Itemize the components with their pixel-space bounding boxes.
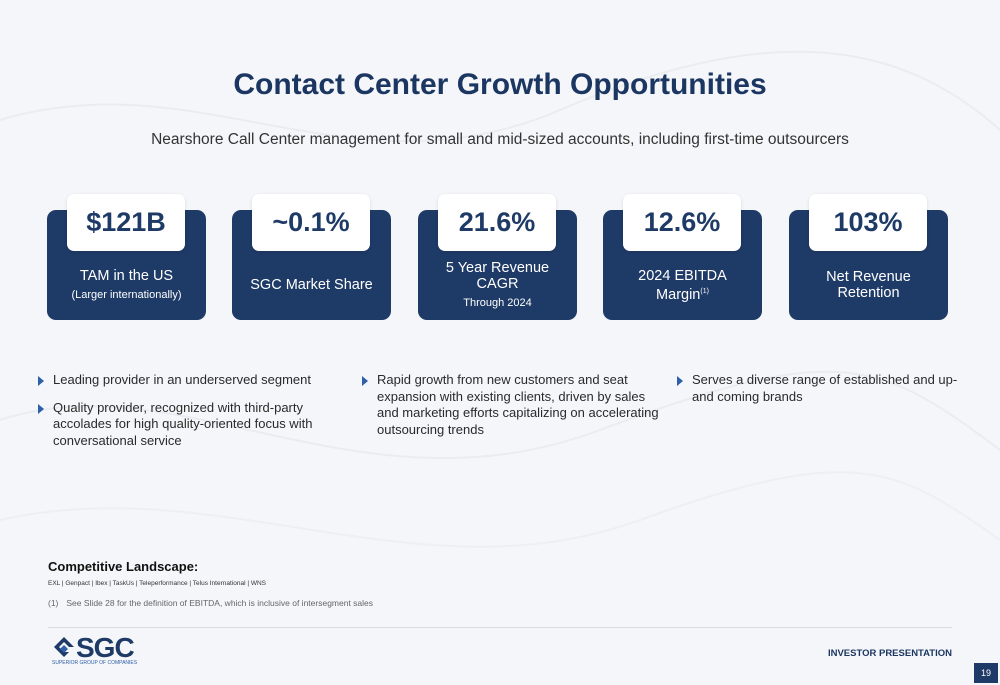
kpi-value: 12.6%: [623, 194, 741, 251]
kpi-label: TAM in the US: [79, 267, 174, 284]
bullet-text: Serves a diverse range of established an…: [692, 372, 958, 404]
page-title: Contact Center Growth Opportunities: [233, 68, 767, 101]
bullet-column-2: Rapid growth from new customers and seat…: [362, 372, 662, 449]
page-subtitle: Nearshore Call Center management for sma…: [151, 131, 849, 148]
kpi-label-box: TAM in the US (Larger internationally): [51, 258, 202, 312]
kpi-card-ebitda-margin: 12.6% 2024 EBITDA Margin(1): [603, 194, 762, 320]
kpi-label-box: SGC Market Share: [236, 258, 387, 312]
footnote: (1) See Slide 28 for the definition of EB…: [48, 598, 373, 608]
bullet-item: Leading provider in an underserved segme…: [38, 372, 358, 389]
kpi-sublabel: Through 2024: [463, 296, 532, 309]
footer-label: INVESTOR PRESENTATION: [827, 648, 952, 659]
bullet-item: Quality provider, recognized with third-…: [38, 400, 358, 450]
footer-divider: [48, 627, 952, 628]
bullet-column-1: Leading provider in an underserved segme…: [38, 372, 358, 460]
bullet-text: Leading provider in an underserved segme…: [53, 372, 312, 387]
triangle-bullet-icon: [38, 376, 44, 386]
kpi-value: 21.6%: [438, 194, 556, 251]
bullet-column-3: Serves a diverse range of established an…: [677, 372, 967, 416]
kpi-sublabel: (Larger internationally): [71, 288, 182, 301]
logo-tagline: SUPERIOR GROUP OF COMPANIES: [52, 660, 138, 666]
bullet-text: Rapid growth from new customers and seat…: [377, 372, 659, 437]
sgc-logo: SGC SUPERIOR GROUP OF COMPANIES: [52, 633, 152, 667]
kpi-value: $121B: [67, 194, 185, 251]
bullet-item: Rapid growth from new customers and seat…: [362, 372, 662, 438]
competitor-list: EXL | Genpact | Ibex | TaskUs | Teleperf…: [48, 580, 266, 587]
triangle-bullet-icon: [362, 376, 368, 386]
kpi-value: ~0.1%: [252, 194, 370, 251]
triangle-bullet-icon: [38, 403, 44, 414]
kpi-label-wrap: 2024 EBITDA Margin(1): [607, 268, 758, 303]
bullet-text: Quality provider, recognized with third-…: [53, 399, 313, 448]
footnote-text: See Slide 28 for the definition of EBITD…: [66, 598, 374, 608]
kpi-card-net-revenue-retention: 103% Net Revenue Retention: [789, 194, 948, 320]
competitive-landscape-heading: Competitive Landscape:: [48, 559, 199, 574]
triangle-bullet-icon: [677, 376, 683, 386]
kpi-card-revenue-cagr: 21.6% 5 Year Revenue CAGR Through 2024: [418, 194, 577, 320]
footnote-marker: (1): [700, 287, 709, 295]
kpi-card-market-share: ~0.1% SGC Market Share: [232, 194, 391, 320]
kpi-label: SGC Market Share: [250, 277, 373, 293]
bullet-item: Serves a diverse range of established an…: [677, 372, 967, 405]
page-number: 19: [974, 663, 998, 683]
kpi-value: 103%: [809, 194, 927, 251]
logo-text: SGC: [76, 632, 135, 663]
kpi-card-tam: $121B TAM in the US (Larger internationa…: [47, 194, 206, 320]
kpi-label-box: 5 Year Revenue CAGR Through 2024: [422, 258, 573, 312]
kpi-label-box: 2024 EBITDA Margin(1): [607, 258, 758, 312]
kpi-label: 2024 EBITDA Margin: [638, 267, 727, 303]
footnote-number: (1): [48, 598, 59, 608]
sgc-logo-mark-icon: [54, 637, 74, 657]
kpi-label: 5 Year Revenue CAGR: [445, 259, 550, 292]
kpi-label-box: Net Revenue Retention: [793, 258, 944, 312]
kpi-label: Net Revenue Retention: [826, 269, 911, 301]
